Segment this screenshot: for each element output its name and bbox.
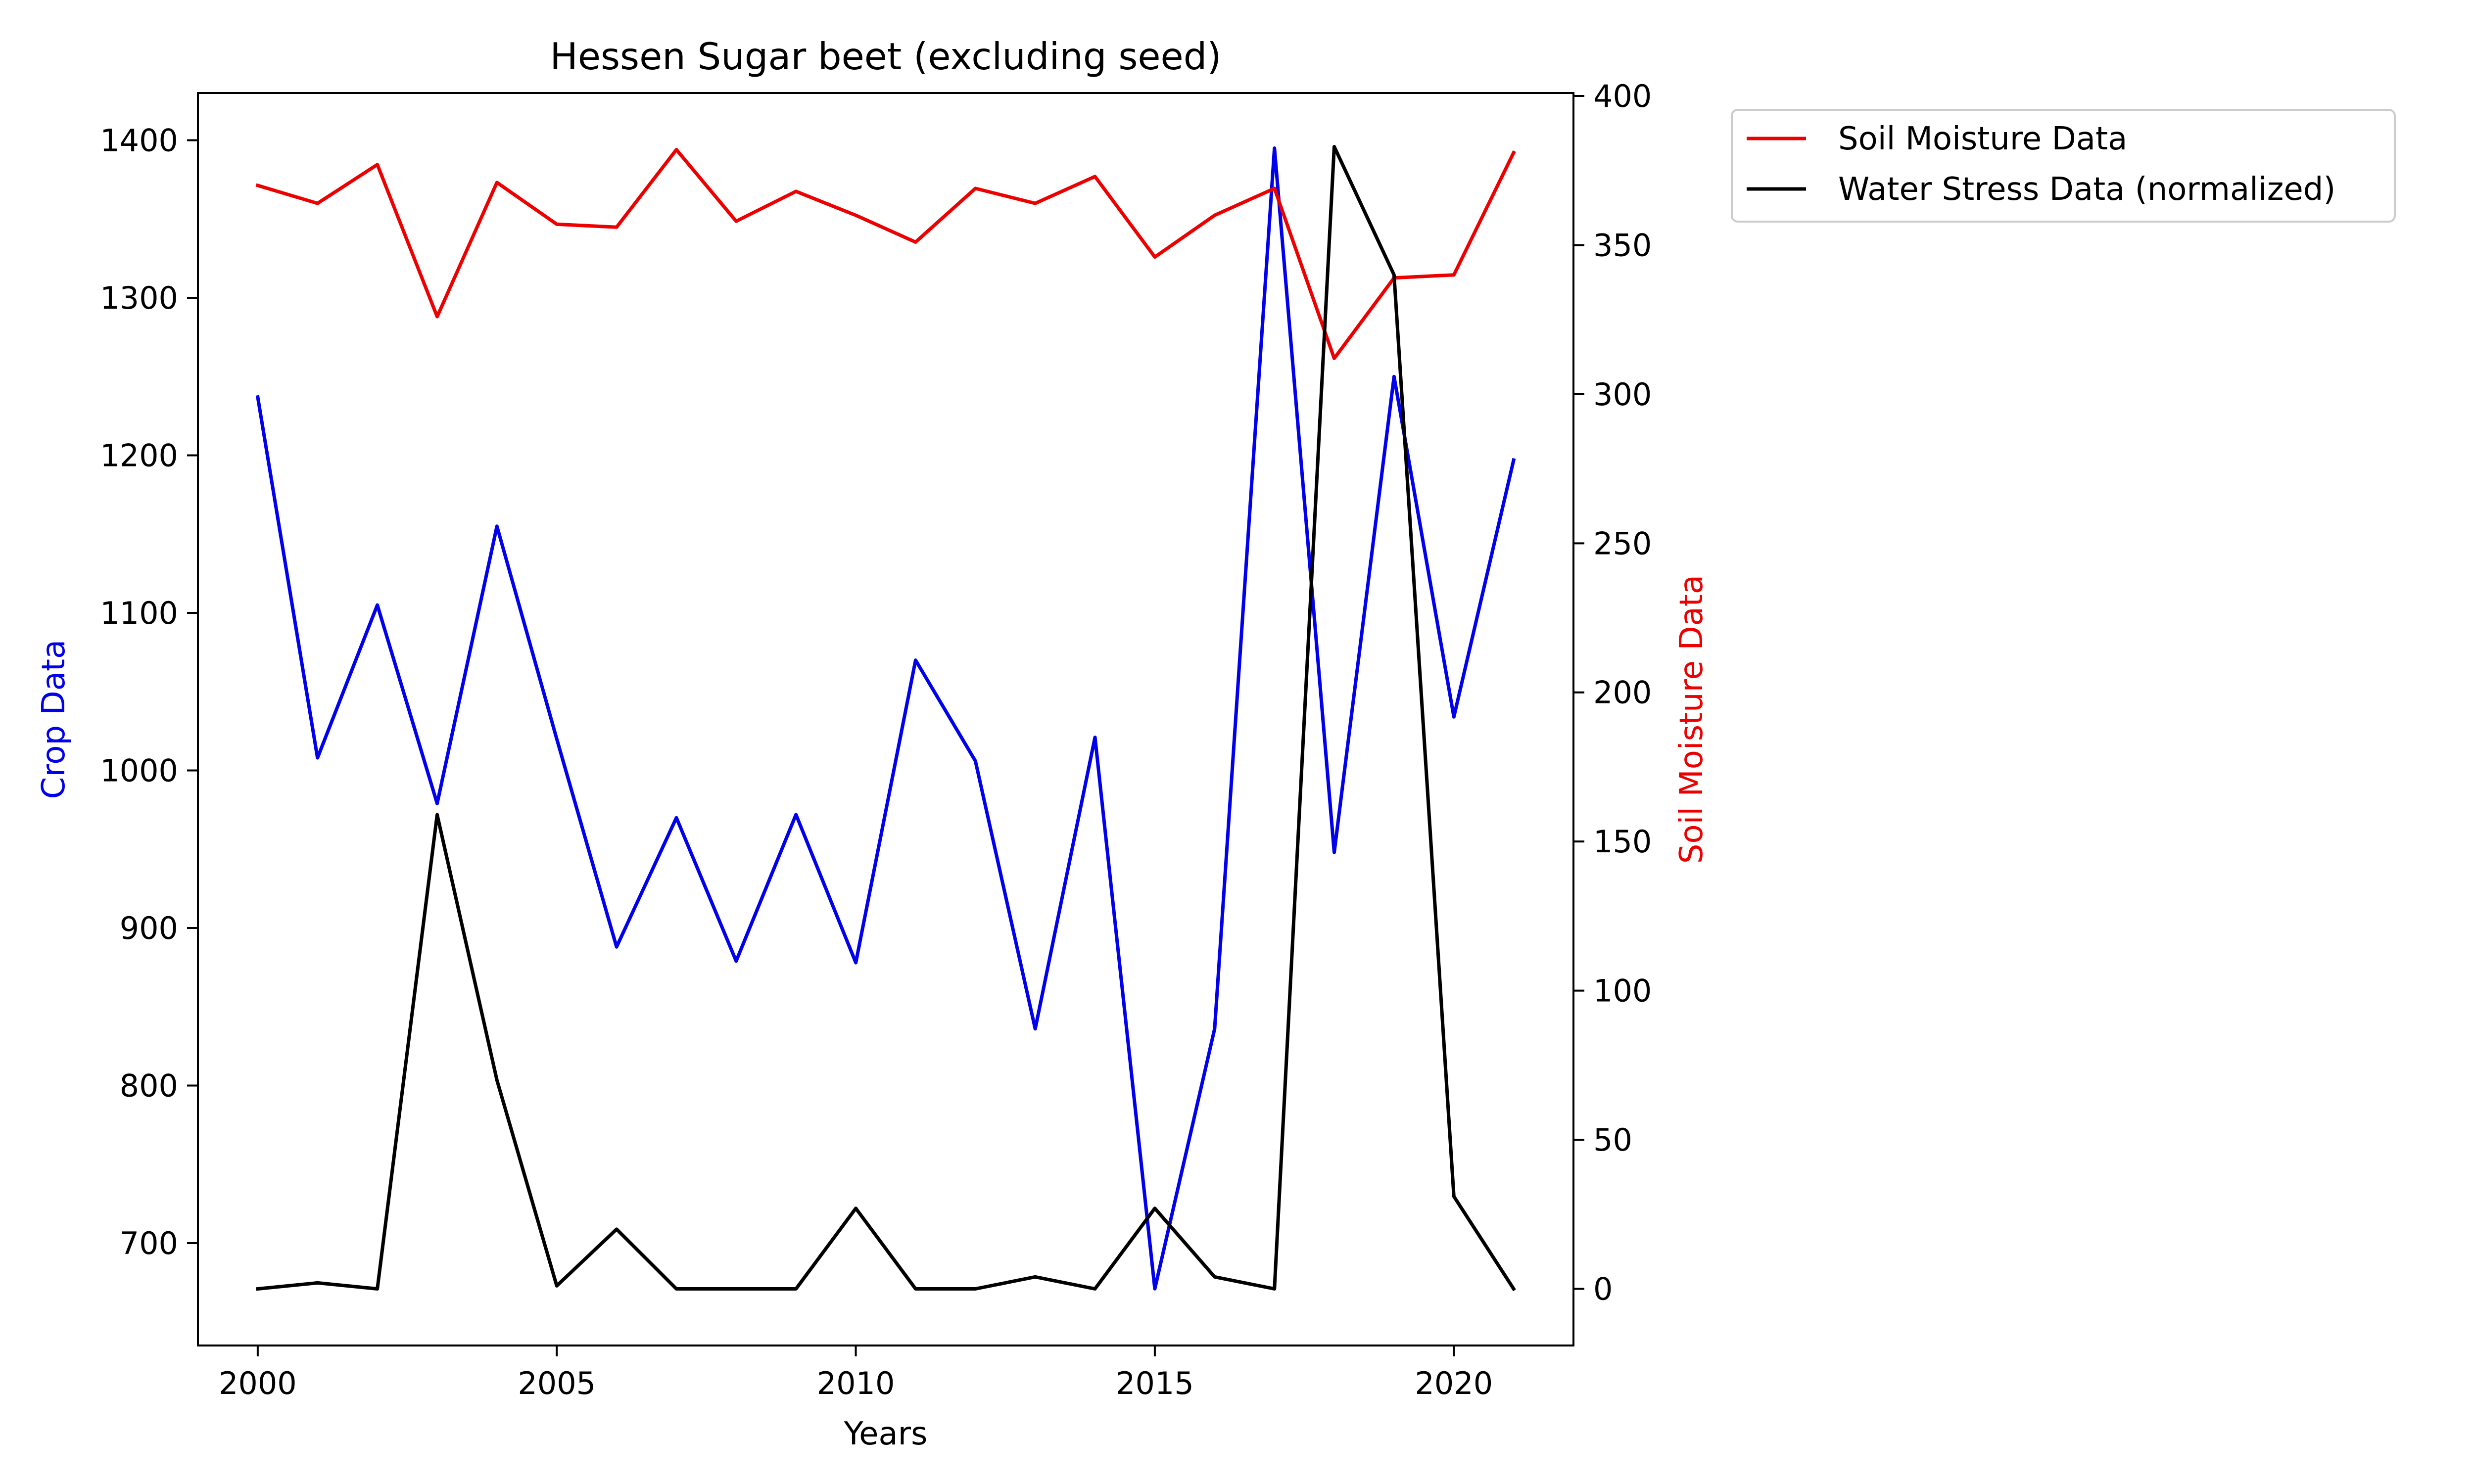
y-axis-left-label: Crop Data — [36, 640, 72, 799]
x-axis-label: Years — [844, 1416, 928, 1452]
y-left-tick-label-1000: 1000 — [100, 753, 178, 789]
y-right-tick-label-50: 50 — [1593, 1122, 1632, 1158]
y-right-tick-label-400: 400 — [1593, 78, 1652, 114]
legend: Soil Moisture Data Water Stress Data (no… — [1731, 109, 2396, 223]
y-right-tick-label-150: 150 — [1593, 824, 1652, 860]
legend-frame — [1731, 109, 2396, 223]
y-left-tick-label-1200: 1200 — [100, 438, 178, 474]
legend-label-water-stress: Water Stress Data (normalized) — [1838, 171, 2335, 208]
x-tick-label-2000: 2000 — [219, 1365, 297, 1401]
y-left-tick-label-700: 700 — [120, 1225, 178, 1261]
series-line-crop-data — [255, 146, 1516, 1291]
y-left-tick-label-1400: 1400 — [100, 123, 178, 159]
series-line-water-stress-data-normalized — [256, 145, 1516, 1292]
y-right-tick-label-350: 350 — [1593, 227, 1652, 263]
y-right-tick-label-200: 200 — [1593, 675, 1652, 711]
y-axis-right: 0 50 100 150 200 250 300 350 400 — [1573, 78, 1652, 1307]
y-right-tick-label-100: 100 — [1593, 973, 1652, 1009]
y-right-tick-label-250: 250 — [1593, 525, 1652, 561]
y-axis-left: 700 800 900 1000 1100 1200 1300 1400 — [100, 123, 198, 1261]
x-axis: 2000 2005 2010 2015 2020 — [219, 1345, 1493, 1401]
y-left-tick-label-900: 900 — [120, 910, 178, 946]
x-tick-label-2005: 2005 — [518, 1365, 596, 1401]
x-tick-label-2010: 2010 — [817, 1365, 895, 1401]
y-left-tick-label-1100: 1100 — [100, 595, 178, 631]
x-tick-label-2020: 2020 — [1415, 1365, 1493, 1401]
y-left-tick-label-1300: 1300 — [100, 280, 178, 316]
series-layer — [255, 145, 1516, 1292]
y-right-tick-label-300: 300 — [1593, 376, 1652, 413]
x-tick-label-2015: 2015 — [1116, 1365, 1194, 1401]
y-right-tick-label-0: 0 — [1593, 1271, 1613, 1307]
series-line-soil-moisture-data — [255, 148, 1516, 360]
plot-frame — [197, 92, 1574, 1346]
legend-label-soil-moisture: Soil Moisture Data — [1838, 121, 2127, 157]
y-left-tick-label-800: 800 — [120, 1067, 178, 1104]
chart-title: Hessen Sugar beet (excluding seed) — [550, 35, 1221, 78]
y-axis-right-label: Soil Moisture Data — [1673, 575, 1710, 864]
